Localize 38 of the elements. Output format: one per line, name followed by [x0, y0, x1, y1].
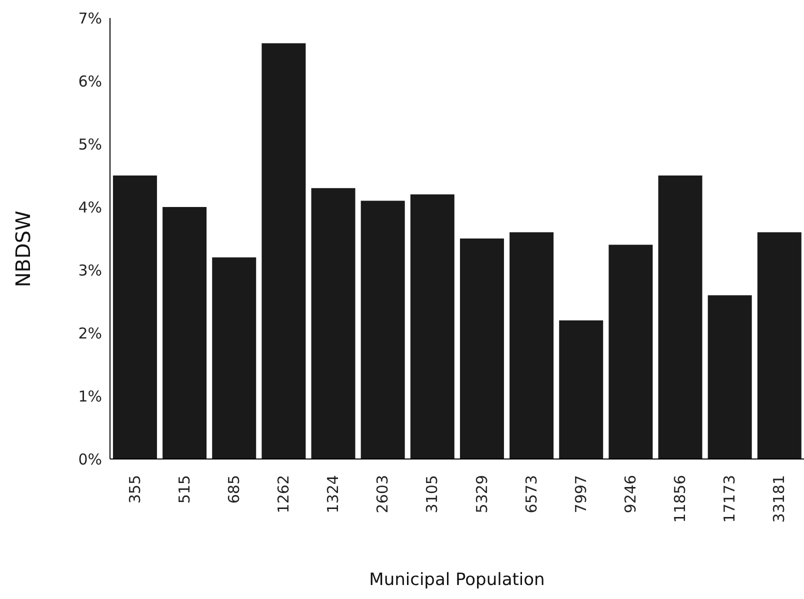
- bar: [608, 244, 653, 459]
- x-tick-label: 2603: [374, 475, 392, 514]
- x-tick-label: 1324: [324, 475, 342, 514]
- bar: [510, 232, 554, 459]
- x-tick-label: 11856: [671, 475, 690, 523]
- x-tick-label: 515: [175, 475, 194, 504]
- x-tick-label: 355: [126, 475, 144, 504]
- y-tick-label: 4%: [78, 198, 102, 216]
- y-axis-title: NBDSW: [11, 210, 35, 288]
- y-tick-label: 0%: [78, 450, 102, 468]
- bar: [360, 200, 405, 459]
- x-tick-label: 33181: [770, 475, 788, 523]
- y-tick-label: 6%: [78, 72, 102, 90]
- bar: [262, 43, 306, 459]
- x-axis-title: Municipal Population: [368, 570, 546, 590]
- bar: [757, 232, 802, 459]
- x-tick-label: 17173: [720, 475, 739, 523]
- y-tick-label: 2%: [78, 324, 102, 342]
- bar: [212, 257, 256, 459]
- x-tick-label: 5329: [472, 475, 491, 514]
- bar: [162, 207, 207, 459]
- x-tick-label: 685: [224, 475, 243, 504]
- bar: [460, 238, 504, 459]
- bar: [708, 295, 752, 459]
- bar: [112, 176, 157, 459]
- y-tick-label: 5%: [78, 135, 102, 154]
- bar: [311, 188, 356, 459]
- x-tick-label: 7997: [572, 475, 590, 514]
- x-tick-label: 9246: [622, 475, 640, 514]
- bar: [410, 194, 454, 459]
- bar: [559, 320, 604, 459]
- x-tick-label: 1262: [274, 475, 292, 514]
- y-tick-label: 1%: [78, 387, 102, 406]
- y-tick-label: 7%: [78, 9, 102, 28]
- x-tick-label: 6573: [522, 475, 540, 514]
- bar: [658, 176, 702, 459]
- x-tick-label: 3105: [423, 475, 442, 514]
- y-tick-label: 3%: [78, 261, 102, 280]
